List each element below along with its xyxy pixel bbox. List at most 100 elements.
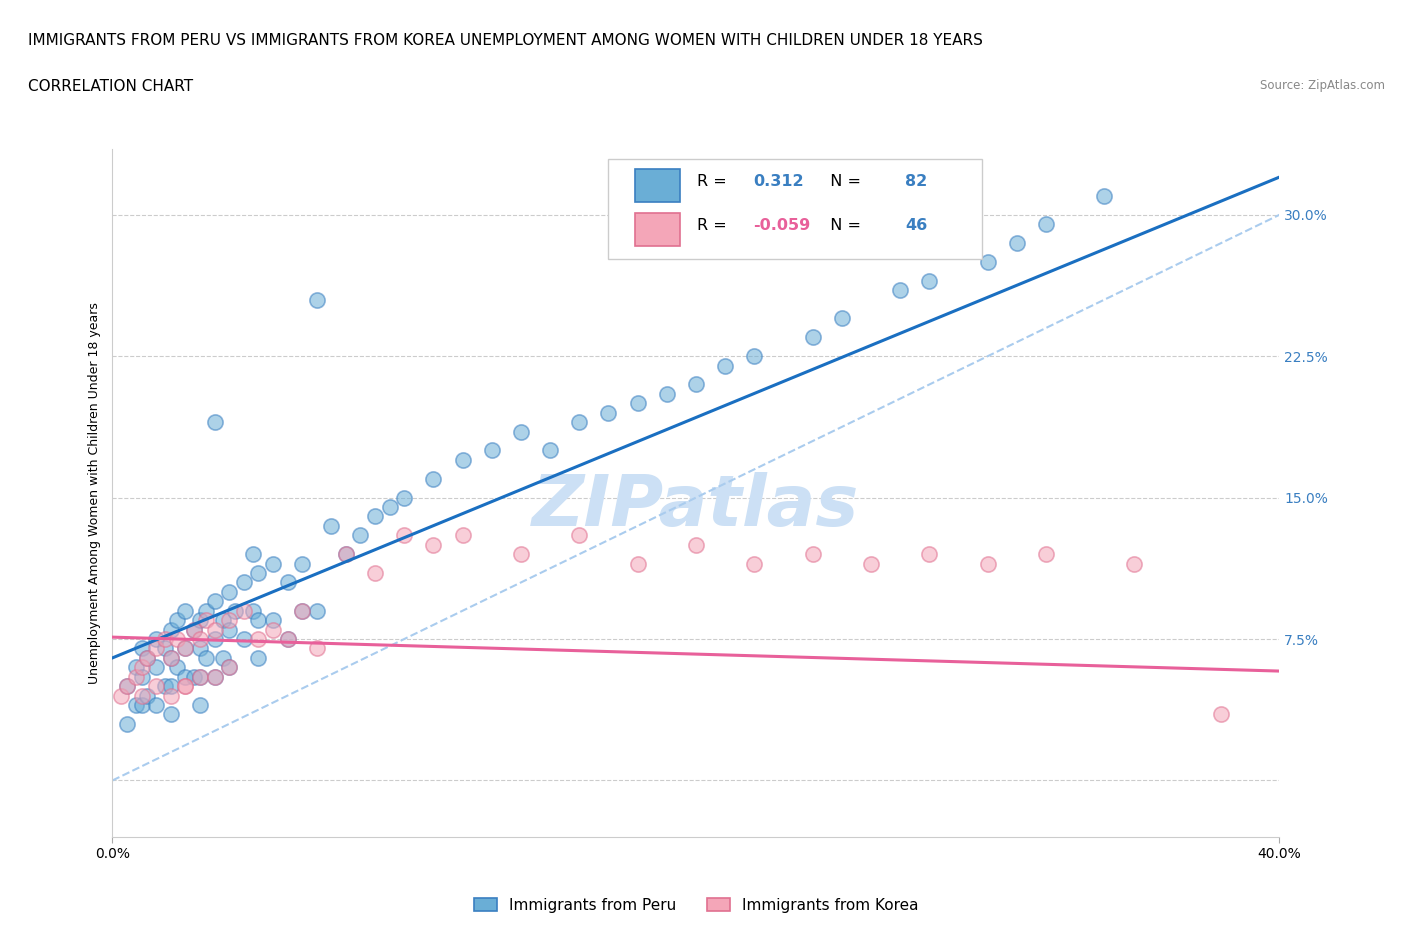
Point bbox=[1035, 217, 1057, 232]
Text: N =: N = bbox=[820, 174, 866, 189]
Point bbox=[131, 670, 153, 684]
Point bbox=[115, 716, 138, 731]
Point bbox=[218, 660, 240, 675]
Point bbox=[125, 698, 148, 712]
Point bbox=[183, 622, 205, 637]
FancyBboxPatch shape bbox=[609, 159, 981, 259]
Point bbox=[131, 688, 153, 703]
Point bbox=[204, 415, 226, 430]
Point bbox=[655, 387, 678, 402]
Text: 82: 82 bbox=[905, 174, 927, 189]
Point bbox=[166, 660, 188, 675]
Point bbox=[188, 698, 211, 712]
Point bbox=[183, 670, 205, 684]
Point bbox=[538, 443, 561, 458]
Point bbox=[212, 650, 235, 665]
Text: R =: R = bbox=[697, 174, 733, 189]
Point bbox=[242, 604, 264, 618]
Point bbox=[392, 490, 416, 505]
Point bbox=[218, 660, 240, 675]
Point bbox=[568, 415, 591, 430]
Legend: Immigrants from Peru, Immigrants from Korea: Immigrants from Peru, Immigrants from Ko… bbox=[468, 892, 924, 919]
Point bbox=[1122, 556, 1144, 571]
Point bbox=[232, 631, 254, 646]
Point bbox=[204, 670, 226, 684]
Point bbox=[136, 650, 159, 665]
Point bbox=[153, 679, 176, 694]
Point bbox=[136, 650, 159, 665]
Point bbox=[160, 650, 183, 665]
Point bbox=[153, 631, 176, 646]
Point bbox=[174, 679, 197, 694]
Point bbox=[889, 283, 911, 298]
Text: 0.312: 0.312 bbox=[754, 174, 804, 189]
Point bbox=[224, 604, 246, 618]
Text: Source: ZipAtlas.com: Source: ZipAtlas.com bbox=[1260, 79, 1385, 92]
Point bbox=[742, 349, 765, 364]
Point bbox=[626, 396, 648, 411]
Point bbox=[160, 622, 183, 637]
Text: R =: R = bbox=[697, 218, 733, 232]
Point bbox=[247, 565, 270, 580]
Point bbox=[335, 547, 357, 562]
Point bbox=[918, 547, 941, 562]
Point bbox=[422, 472, 444, 486]
Point bbox=[194, 613, 217, 628]
Point bbox=[125, 670, 148, 684]
Point bbox=[174, 641, 197, 656]
Point bbox=[115, 679, 138, 694]
Point bbox=[145, 660, 167, 675]
Point bbox=[626, 556, 648, 571]
Point bbox=[115, 679, 138, 694]
Point bbox=[232, 575, 254, 590]
Point bbox=[232, 604, 254, 618]
Point bbox=[451, 453, 474, 468]
Point bbox=[131, 698, 153, 712]
Point bbox=[188, 631, 211, 646]
Point bbox=[188, 670, 211, 684]
Point bbox=[262, 622, 284, 637]
Point bbox=[145, 679, 167, 694]
Point bbox=[422, 538, 444, 552]
Text: CORRELATION CHART: CORRELATION CHART bbox=[28, 79, 193, 94]
Point bbox=[392, 528, 416, 543]
Point bbox=[976, 556, 998, 571]
Point bbox=[174, 679, 197, 694]
Text: ZIPatlas: ZIPatlas bbox=[533, 472, 859, 541]
Point bbox=[742, 556, 765, 571]
Point bbox=[831, 311, 853, 325]
Point bbox=[509, 547, 531, 562]
Point bbox=[204, 594, 226, 609]
Point bbox=[166, 631, 188, 646]
Point bbox=[183, 622, 205, 637]
Point bbox=[276, 631, 298, 646]
Point bbox=[364, 509, 387, 524]
Point bbox=[714, 358, 737, 373]
Point bbox=[160, 650, 183, 665]
Point bbox=[262, 613, 284, 628]
Point bbox=[110, 688, 132, 703]
Point bbox=[262, 556, 284, 571]
Point bbox=[218, 622, 240, 637]
Point bbox=[188, 613, 211, 628]
Point bbox=[378, 499, 401, 514]
Point bbox=[1209, 707, 1232, 722]
Point bbox=[859, 556, 883, 571]
FancyBboxPatch shape bbox=[636, 169, 679, 203]
Y-axis label: Unemployment Among Women with Children Under 18 years: Unemployment Among Women with Children U… bbox=[89, 302, 101, 684]
Point bbox=[145, 641, 167, 656]
Point bbox=[305, 292, 328, 307]
Point bbox=[801, 547, 824, 562]
Point bbox=[145, 698, 167, 712]
Point bbox=[247, 650, 270, 665]
Point bbox=[166, 613, 188, 628]
Point bbox=[509, 424, 531, 439]
Point bbox=[305, 641, 328, 656]
Text: N =: N = bbox=[820, 218, 866, 232]
Point bbox=[349, 528, 371, 543]
Point bbox=[194, 604, 217, 618]
Point bbox=[291, 604, 314, 618]
Point bbox=[160, 679, 183, 694]
Point bbox=[218, 584, 240, 599]
Point bbox=[131, 641, 153, 656]
